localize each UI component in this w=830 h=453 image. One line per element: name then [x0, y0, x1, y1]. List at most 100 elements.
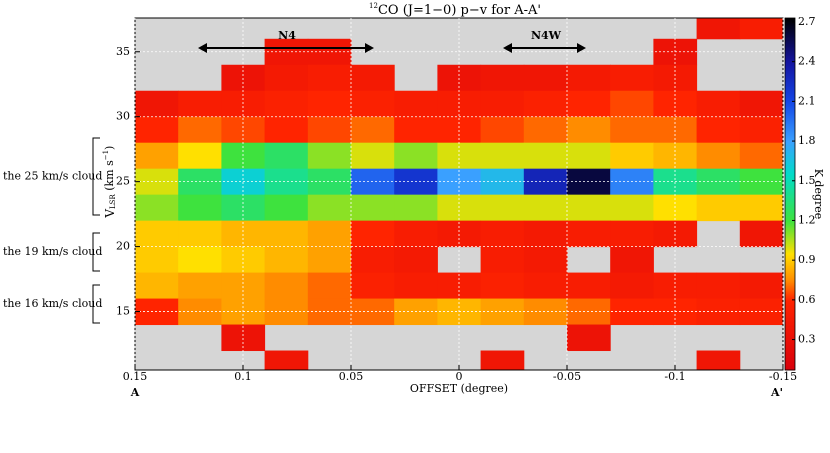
heatmap-cell	[610, 90, 654, 118]
x-axis-label: OFFSET (degree)	[410, 382, 508, 395]
colorbar-step	[785, 340, 795, 343]
colorbar-step	[785, 76, 795, 79]
colorbar-step	[785, 74, 795, 77]
heatmap-cell	[264, 220, 309, 248]
region-label: N4W	[531, 29, 562, 42]
heatmap-cell	[264, 116, 309, 144]
y-tick-label: 15	[116, 305, 130, 318]
colorbar-step	[785, 362, 795, 365]
colorbar-step	[785, 314, 795, 317]
colorbar-step	[785, 348, 795, 351]
colorbar-step	[785, 24, 795, 27]
heatmap-cell	[264, 272, 309, 300]
heatmap-cell	[178, 194, 222, 222]
colorbar-step	[785, 290, 795, 293]
colorbar-step	[785, 312, 795, 315]
colorbar-step	[785, 50, 795, 53]
x-tick-label: -0.15	[769, 370, 797, 383]
colorbar-step	[785, 352, 795, 355]
heatmap-cell	[135, 272, 179, 300]
heatmap-cell	[523, 220, 568, 248]
colorbar-step	[785, 60, 795, 63]
heatmap-cell	[567, 64, 611, 92]
colorbar-step	[785, 248, 795, 251]
colorbar-step	[785, 124, 795, 127]
x-tick-label: 0.1	[234, 370, 252, 383]
colorbar-step	[785, 288, 795, 291]
colorbar-step	[785, 136, 795, 139]
heatmap-cell	[135, 142, 179, 170]
colorbar-tick-label: 2.1	[798, 94, 816, 107]
y-axis-label-part: (km s	[103, 160, 116, 194]
colorbar-step	[785, 140, 795, 143]
colorbar-step	[785, 334, 795, 337]
x-tick-label: 0	[456, 370, 463, 383]
colorbar-step	[785, 324, 795, 327]
heatmap-cell	[135, 246, 179, 274]
cloud-label: the 25 km/s cloud	[3, 170, 102, 183]
region-label: N4	[278, 29, 296, 42]
heatmap-cell	[696, 142, 741, 170]
colorbar-step	[785, 130, 795, 133]
heatmap-cell	[307, 194, 352, 222]
colorbar-step	[785, 294, 795, 297]
colorbar-step	[785, 138, 795, 141]
colorbar-step	[785, 132, 795, 135]
heatmap-cell	[307, 220, 352, 248]
colorbar-tick-label: 0.6	[798, 293, 816, 306]
colorbar-tick-label: 0.3	[798, 333, 816, 346]
heatmap-cell	[394, 246, 438, 274]
end-label: A	[130, 386, 140, 399]
heatmap-cell	[351, 272, 395, 300]
colorbar-step	[785, 128, 795, 131]
colorbar-step	[785, 110, 795, 113]
colorbar-step	[785, 180, 795, 183]
colorbar-tick-label: 1.2	[798, 213, 816, 226]
colorbar-step	[785, 192, 795, 195]
colorbar-step	[785, 368, 795, 371]
colorbar-step	[785, 158, 795, 161]
heatmap-cell	[394, 194, 438, 222]
colorbar-step	[785, 162, 795, 165]
colorbar-step	[785, 216, 795, 219]
colorbar-step	[785, 116, 795, 119]
heatmap-cell	[567, 272, 611, 300]
heatmap-cell	[610, 142, 654, 170]
colorbar-step	[785, 32, 795, 35]
colorbar-step	[785, 58, 795, 61]
heatmap-cell	[567, 220, 611, 248]
colorbar-frame	[784, 17, 796, 371]
heatmap-cell	[264, 194, 309, 222]
colorbar-step	[785, 122, 795, 125]
colorbar-step	[785, 152, 795, 155]
colorbar-step	[785, 328, 795, 331]
colorbar-step	[785, 70, 795, 73]
colorbar-step	[785, 226, 795, 229]
colorbar-step	[785, 330, 795, 333]
heatmap-cell	[394, 90, 438, 118]
colorbar-step	[785, 220, 795, 223]
x-tick-label: -0.1	[664, 370, 685, 383]
overlay: 0.15 0.1 0.05 0 -0.05 -0.1 -0.15 15 20 25 30 35 OFFS…	[3, 15, 825, 399]
colorbar-step	[785, 364, 795, 367]
title-superscript: 12	[369, 2, 378, 10]
colorbar-step	[785, 254, 795, 257]
colorbar-step	[785, 262, 795, 265]
colorbar-step	[785, 80, 795, 83]
colorbar-step	[785, 318, 795, 321]
colorbar-step	[785, 42, 795, 45]
y-axis-label-part: −1	[102, 150, 110, 160]
heatmap-cell	[351, 220, 395, 248]
heatmap-cell	[696, 116, 741, 144]
heatmap-cell	[480, 194, 525, 222]
colorbar-step	[785, 36, 795, 39]
colorbar-step	[785, 228, 795, 231]
heatmap-cell	[610, 64, 654, 92]
colorbar-step	[785, 280, 795, 283]
colorbar-step	[785, 178, 795, 181]
colorbar-step	[785, 154, 795, 157]
heatmap-cell	[351, 194, 395, 222]
colorbar-step	[785, 86, 795, 89]
colorbar-step	[785, 276, 795, 279]
colorbar-step	[785, 206, 795, 209]
